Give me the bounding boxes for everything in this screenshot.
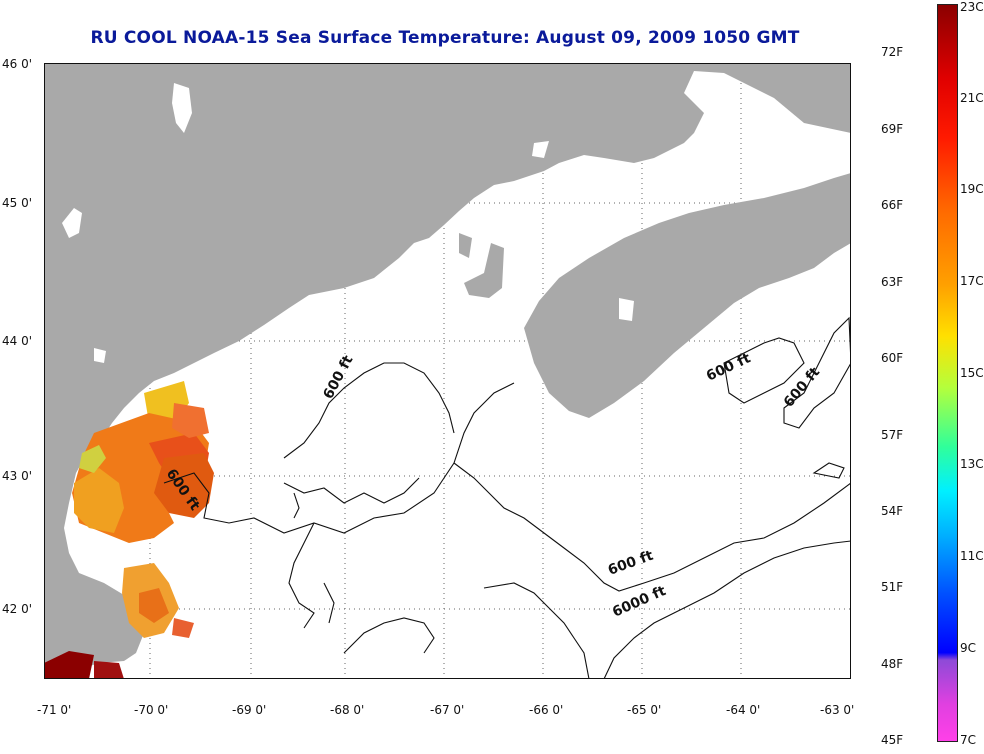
colorbar-c-label: 23C [960, 0, 984, 14]
map-title: RU COOL NOAA-15 Sea Surface Temperature:… [90, 28, 800, 48]
map-canvas: 600 ft 600 ft 600 ft 600 ft 600 ft 6000 … [44, 63, 851, 679]
lat-label: 45 0' [2, 196, 33, 210]
contour-label-6000: 6000 ft [610, 583, 669, 621]
temperature-colorbar [937, 4, 958, 742]
lake [532, 141, 549, 158]
mainland [44, 63, 851, 679]
lon-label: -68 0' [330, 703, 365, 717]
colorbar-f-label: 69F [881, 122, 904, 136]
nova-scotia [524, 173, 851, 418]
colorbar-f-label: 60F [881, 351, 904, 365]
colorbar-f-label: 72F [881, 45, 904, 59]
lat-label: 44 0' [2, 334, 33, 348]
colorbar-c-label: 15C [960, 366, 984, 380]
lon-label: -67 0' [430, 703, 465, 717]
lon-label: -64 0' [726, 703, 761, 717]
lake [62, 208, 82, 238]
contour-label-600-e: 600 ft [781, 364, 824, 410]
colorbar-c-label: 19C [960, 182, 984, 196]
lon-label: -63 0' [820, 703, 855, 717]
colorbar-f-label: 66F [881, 198, 904, 212]
colorbar-f-label: 45F [881, 733, 904, 747]
lat-label: 42 0' [2, 602, 33, 616]
colorbar-c-label: 13C [960, 457, 984, 471]
colorbar-f-label: 48F [881, 657, 904, 671]
lon-label: -66 0' [529, 703, 564, 717]
colorbar-c-label: 21C [960, 91, 984, 105]
island [464, 243, 504, 298]
colorbar-f-label: 57F [881, 428, 904, 442]
lat-label: 46 0' [2, 57, 33, 71]
colorbar-f-label: 51F [881, 580, 904, 594]
contour-label-600-a: 600 ft [320, 353, 356, 402]
contour-label-600-d: 600 ft [704, 350, 754, 384]
lake [172, 83, 192, 133]
contours [163, 316, 851, 679]
colorbar-c-label: 7C [960, 733, 977, 747]
colorbar-f-label: 63F [881, 275, 904, 289]
colorbar-c-label: 11C [960, 549, 984, 563]
sst-pixels [44, 381, 214, 679]
colorbar-c-label: 17C [960, 274, 984, 288]
colorbar-f-label: 54F [881, 504, 904, 518]
lon-label: -71 0' [37, 703, 72, 717]
sst-map: 600 ft 600 ft 600 ft 600 ft 600 ft 6000 … [44, 63, 851, 679]
lake [619, 298, 634, 321]
colorbar-c-label: 9C [960, 641, 977, 655]
lat-label: 43 0' [2, 469, 33, 483]
lon-label: -69 0' [232, 703, 267, 717]
map-frame [44, 63, 851, 679]
contour-label-600-c: 600 ft [606, 548, 656, 579]
lon-label: -70 0' [134, 703, 169, 717]
lake [94, 348, 106, 363]
lon-label: -65 0' [627, 703, 662, 717]
island [459, 233, 472, 258]
